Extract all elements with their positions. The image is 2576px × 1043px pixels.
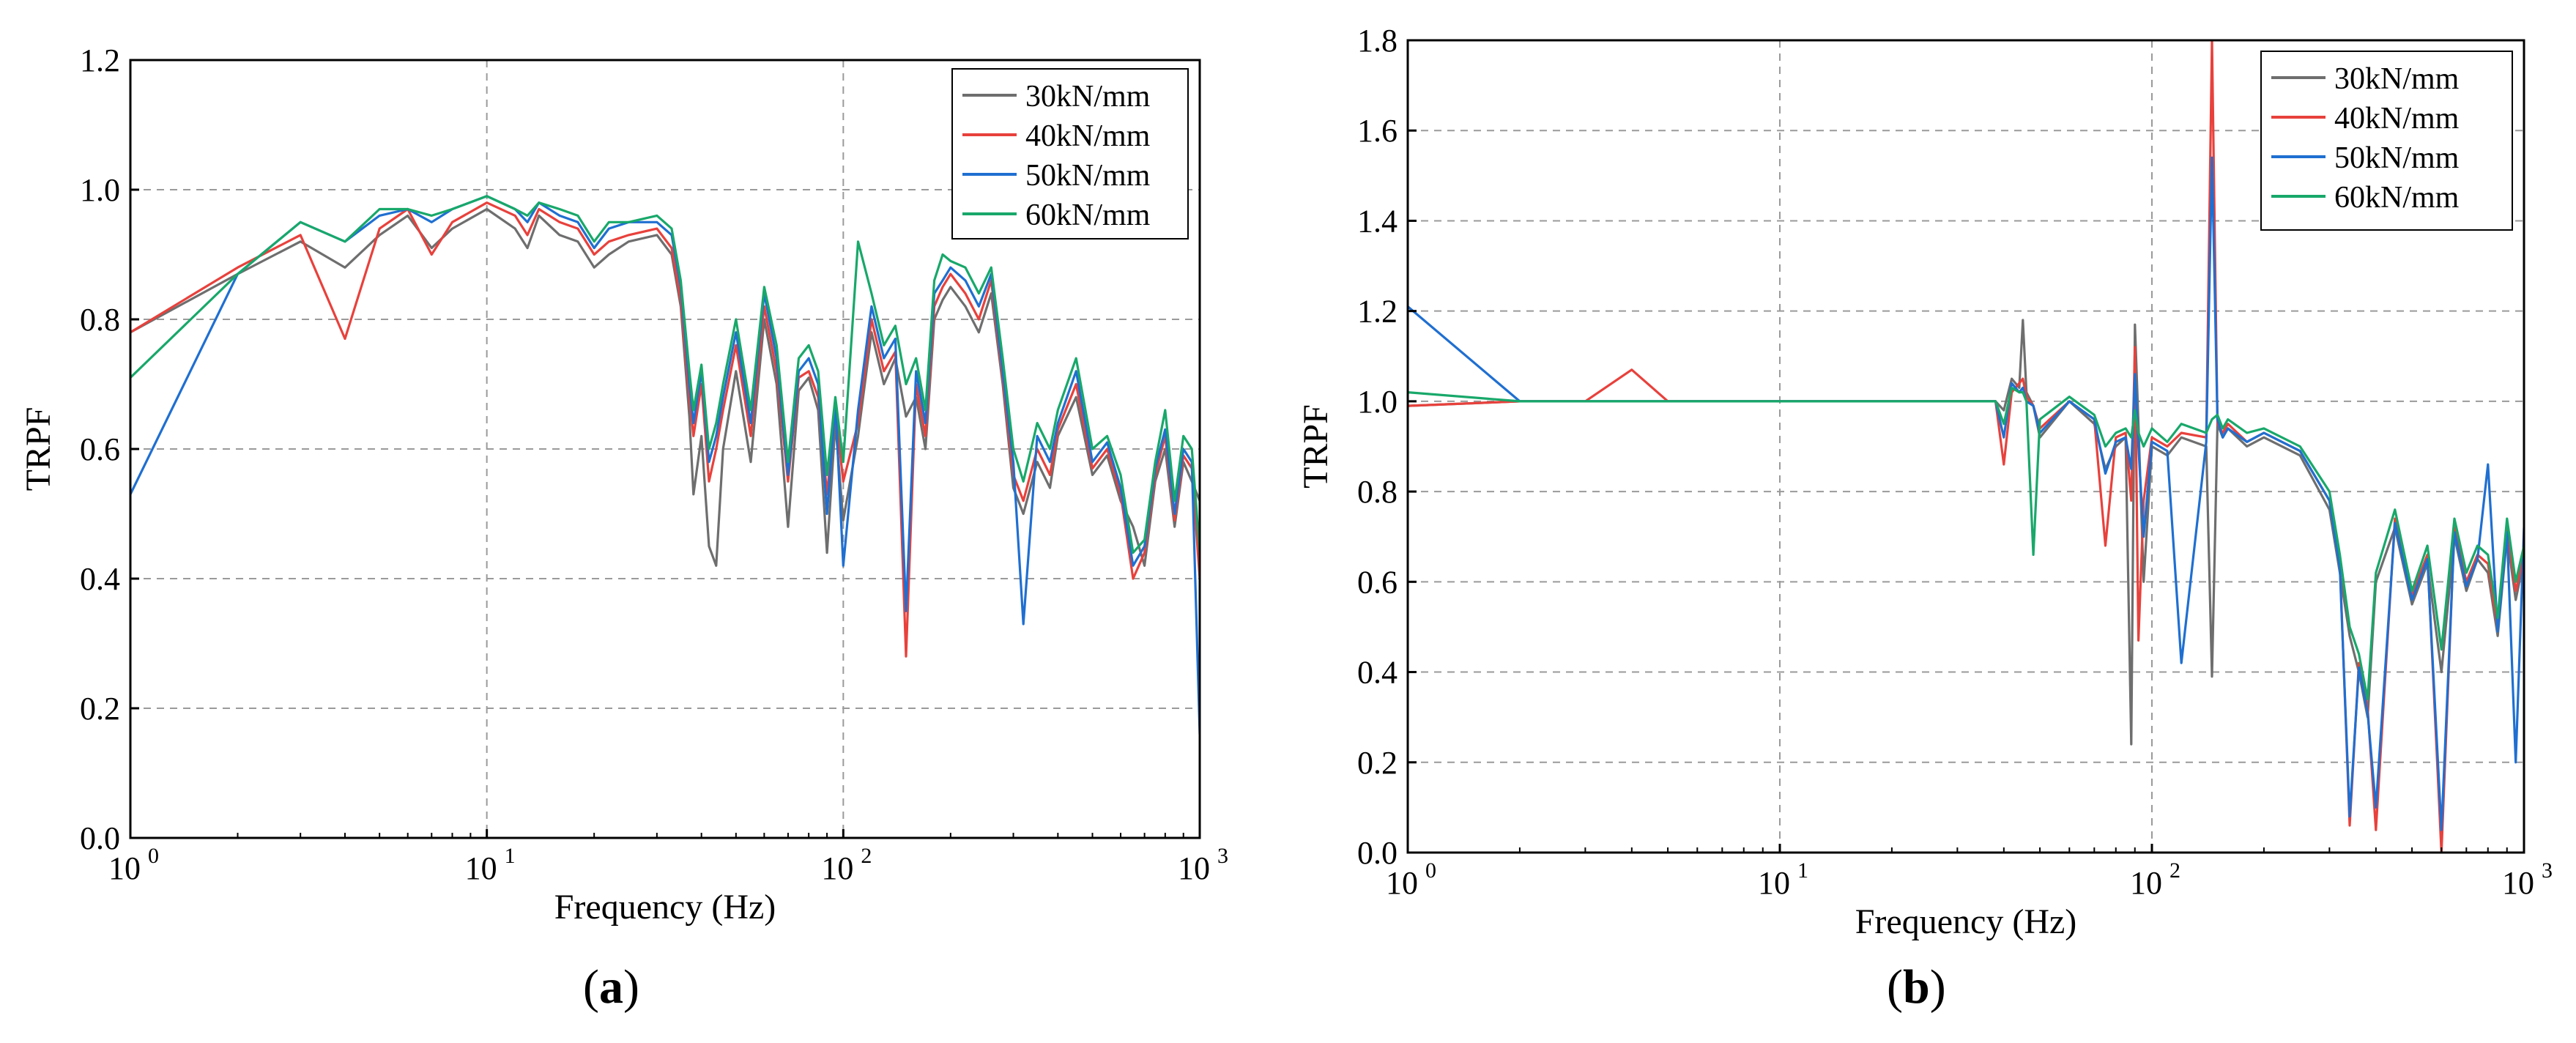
x-axis-label: Frequency (Hz) (554, 888, 776, 927)
x-tick-exponent: 3 (1217, 844, 1228, 868)
y-tick-label: 1.2 (80, 42, 120, 78)
legend-box (951, 68, 1189, 240)
x-tick-exponent: 2 (2169, 858, 2180, 883)
legend-label: 30kN/mm (1025, 80, 1151, 114)
y-tick-label: 0.0 (1357, 835, 1398, 871)
y-tick-label: 1.0 (1357, 384, 1398, 420)
x-tick-exponent: 1 (505, 844, 516, 868)
y-tick-label: 1.8 (1357, 23, 1398, 59)
panel-a-caption-letter: a (598, 960, 623, 1014)
panel-b-caption: (b) (1887, 960, 1946, 1014)
y-tick-label: 1.0 (80, 172, 120, 208)
y-tick-label: 1.6 (1357, 113, 1398, 149)
series-line-30kn-mm (1408, 319, 2524, 746)
x-tick-label: 10 (2502, 865, 2534, 901)
legend-box (2260, 51, 2513, 231)
y-tick-label: 0.4 (1357, 655, 1398, 691)
y-tick-label: 0.6 (1357, 564, 1398, 600)
panel-b-caption-letter: b (1902, 960, 1930, 1014)
x-tick-label: 10 (2130, 865, 2162, 901)
chart-panel-a: 0.0 0.2 0.4 0.6 0.8 1.0 1.2 10 0 10 1 10 2 10 3 Frequen… (19, 42, 1228, 927)
y-tick-label: 0.6 (80, 431, 120, 467)
series-line-30kn-mm (130, 207, 1200, 567)
x-tick-label: 10 (465, 850, 497, 886)
legend-label: 30kN/mm (2334, 62, 2460, 96)
y-tick-label: 0.2 (80, 691, 120, 727)
y-axis-label: TRPF (1296, 404, 1335, 489)
x-tick-exponent: 1 (1797, 858, 1808, 883)
y-tick-label: 0.8 (80, 302, 120, 338)
y-tick-label: 1.2 (1357, 294, 1398, 330)
x-tick-exponent: 0 (1425, 858, 1436, 883)
y-tick-label: 0.4 (80, 561, 120, 597)
x-tick-exponent: 0 (148, 844, 159, 868)
y-tick-label: 1.4 (1357, 203, 1398, 239)
panel-a-caption: (a) (583, 960, 639, 1014)
legend-label: 60kN/mm (2334, 181, 2460, 215)
x-tick-exponent: 2 (861, 844, 872, 868)
chart-panel-b: 0.00.20.40.60.81.01.21.41.61.810 0 10 1 10 2 1… (1296, 23, 2553, 941)
x-tick-label: 10 (1386, 865, 1418, 901)
series-line-60kn-mm (130, 195, 1200, 554)
x-tick-label: 10 (1758, 865, 1790, 901)
legend-label: 60kN/mm (1025, 198, 1151, 232)
x-tick-label: 10 (1178, 850, 1210, 886)
x-tick-label: 10 (108, 850, 141, 886)
y-tick-label: 0.2 (1357, 745, 1398, 781)
y-axis-label: TRPF (19, 407, 58, 491)
y-tick-label: 0.8 (1357, 474, 1398, 510)
series-line-60kn-mm (1408, 386, 2524, 701)
legend-label: 50kN/mm (1025, 159, 1151, 193)
legend-label: 40kN/mm (2334, 102, 2460, 136)
x-axis-label: Frequency (Hz) (1855, 902, 2077, 941)
series-line-50kn-mm (1408, 156, 2524, 831)
y-tick-label: 0.0 (80, 820, 120, 856)
x-tick-exponent: 3 (2542, 858, 2553, 883)
x-tick-label: 10 (821, 850, 853, 886)
legend-label: 50kN/mm (2334, 141, 2460, 175)
plot-frame (1406, 39, 2525, 854)
legend-label: 40kN/mm (1025, 119, 1151, 153)
